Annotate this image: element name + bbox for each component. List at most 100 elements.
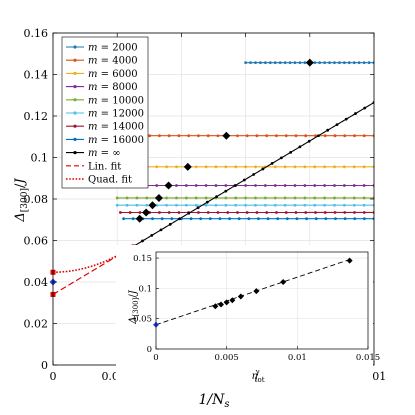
legend-label-4: m = 10000 bbox=[88, 95, 144, 106]
series-point-4-16 bbox=[273, 196, 277, 200]
series-point-7-15 bbox=[266, 217, 270, 221]
series-point-5-7 bbox=[184, 203, 188, 207]
legend: m = 2000 m = 4000 m = 6000 m = 8000 m = 1000… bbox=[61, 36, 149, 189]
series-point-6-23 bbox=[343, 211, 347, 214]
series-point-2-6 bbox=[175, 165, 178, 169]
series-point-5-9 bbox=[204, 203, 208, 207]
series-point-8-3 bbox=[159, 228, 163, 232]
series-point-5-12 bbox=[234, 203, 238, 207]
series-point-5-15 bbox=[263, 203, 267, 207]
legend-swatch-dot-2 bbox=[73, 71, 77, 75]
series-point-4-9 bbox=[204, 196, 208, 200]
series-point-7-21 bbox=[324, 217, 328, 221]
legend-label-7: m = 16000 bbox=[88, 135, 144, 146]
series-point-3-20 bbox=[313, 184, 317, 187]
inset-point-0 bbox=[212, 303, 219, 310]
series-point-7-23 bbox=[343, 217, 347, 221]
series-point-4-17 bbox=[283, 196, 287, 200]
series-point-4-1 bbox=[125, 196, 129, 200]
series-point-1-15 bbox=[265, 134, 269, 138]
legend-swatch-dot-5 bbox=[73, 111, 77, 115]
series-point-6-8 bbox=[197, 211, 200, 214]
main-y-tick-label-0: 0 bbox=[41, 359, 48, 372]
series-point-6-9 bbox=[206, 211, 210, 214]
series-point-1-22 bbox=[333, 134, 337, 138]
inset-y-tick-label-0: 0 bbox=[147, 345, 152, 355]
series-point-4-8 bbox=[194, 196, 198, 200]
legend-label-0: m = 2000 bbox=[88, 43, 138, 54]
series-point-7-7 bbox=[189, 217, 193, 221]
series-point-1-16 bbox=[275, 134, 278, 138]
series-point-3-14 bbox=[254, 184, 257, 187]
series-point-7-13 bbox=[247, 217, 251, 221]
series-point-8-21 bbox=[326, 128, 330, 132]
inset-fit-line bbox=[155, 259, 350, 326]
series-point-3-16 bbox=[273, 184, 277, 187]
series-point-7-12 bbox=[237, 217, 241, 221]
inset-y-tick-label-3: 0.15 bbox=[133, 254, 152, 264]
series-point-1-25 bbox=[362, 134, 366, 138]
inset-point-4 bbox=[237, 293, 244, 300]
inset-point-3 bbox=[229, 297, 236, 304]
series-point-6-18 bbox=[294, 211, 298, 214]
series-point-2-4 bbox=[155, 165, 159, 169]
series-point-4-3 bbox=[145, 196, 149, 200]
legend-swatch-dot-0 bbox=[73, 45, 77, 49]
series-point-2-13 bbox=[244, 165, 248, 169]
main-y-tick-label-1: 0.02 bbox=[24, 318, 49, 331]
series-point-7-17 bbox=[285, 217, 289, 221]
series-point-5-8 bbox=[194, 203, 198, 207]
legend-label-2: m = 6000 bbox=[88, 69, 138, 80]
inset-x-tick-label-3: 0.015 bbox=[356, 353, 380, 363]
inset-x-tick-label-2: 0.01 bbox=[288, 353, 307, 363]
main-y-tick-label-2: 0.04 bbox=[24, 276, 49, 289]
series-point-6-11 bbox=[226, 211, 230, 214]
inset-point-2 bbox=[223, 299, 230, 306]
series-point-0-11 bbox=[298, 61, 302, 65]
legend-entry-9: Lin. fit bbox=[66, 161, 121, 172]
series-point-6-14 bbox=[255, 211, 259, 214]
series-point-0-14 bbox=[313, 61, 317, 65]
main-series-lines bbox=[115, 61, 374, 248]
legend-entry-8: m = ∞ bbox=[66, 148, 121, 159]
series-point-7-10 bbox=[218, 217, 222, 221]
series-point-5-11 bbox=[224, 203, 228, 207]
series-point-6-15 bbox=[265, 211, 269, 214]
legend-swatch-dot-8 bbox=[73, 151, 77, 155]
series-point-8-8 bbox=[205, 200, 209, 204]
series-point-8-20 bbox=[317, 134, 320, 138]
series-point-3-15 bbox=[263, 184, 267, 187]
series-point-2-14 bbox=[254, 165, 257, 169]
series-point-3-8 bbox=[194, 184, 198, 187]
series-point-4-13 bbox=[244, 196, 248, 200]
series-point-3-17 bbox=[283, 184, 287, 187]
series-point-2-20 bbox=[313, 165, 317, 169]
series-point-6-19 bbox=[304, 211, 308, 214]
series-point-2-16 bbox=[273, 165, 277, 169]
series-point-6-20 bbox=[314, 211, 317, 214]
series-point-7-14 bbox=[257, 217, 260, 221]
main-y-tick-label-4: 0.08 bbox=[24, 193, 49, 206]
series-point-1-9 bbox=[206, 134, 210, 138]
main-y-tick-label-5: 0.1 bbox=[31, 152, 49, 165]
series-point-8-4 bbox=[168, 222, 172, 226]
series-point-5-19 bbox=[303, 203, 307, 207]
inset-x-tick-label-1: 0.005 bbox=[214, 353, 238, 363]
series-point-0-2 bbox=[254, 61, 257, 65]
series-point-5-22 bbox=[333, 203, 336, 207]
minimum-marker-2 bbox=[183, 162, 192, 171]
series-point-5-0 bbox=[115, 203, 119, 207]
series-point-5-16 bbox=[273, 203, 277, 207]
series-point-3-24 bbox=[352, 184, 356, 187]
series-point-2-5 bbox=[165, 165, 168, 169]
inset-background bbox=[116, 245, 373, 381]
series-point-1-20 bbox=[314, 134, 317, 138]
series-point-0-3 bbox=[259, 61, 262, 65]
legend-swatch-dot-7 bbox=[73, 137, 77, 141]
inset-plot-frame bbox=[155, 251, 369, 350]
legend-swatch-dot-6 bbox=[73, 124, 77, 128]
legend-entry-0: m = 2000 bbox=[66, 43, 138, 54]
legend-label-10: Quad. fit bbox=[88, 175, 132, 186]
series-point-0-20 bbox=[342, 61, 346, 65]
series-point-8-19 bbox=[307, 139, 311, 143]
